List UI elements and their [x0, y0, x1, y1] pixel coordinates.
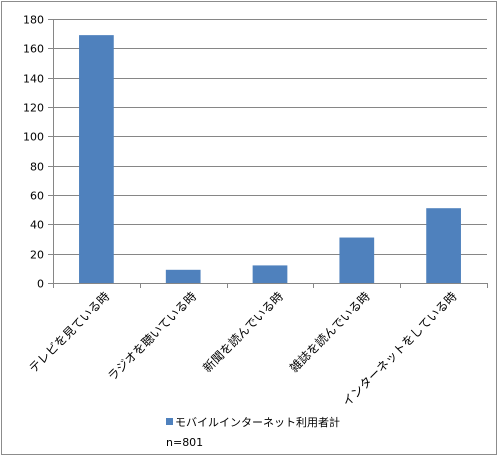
y-tick-label: 100: [23, 131, 44, 144]
y-tick-label: 120: [23, 102, 44, 115]
bar: [252, 265, 288, 283]
bar: [426, 208, 461, 283]
y-tick-label: 80: [30, 161, 44, 174]
axes: [48, 19, 488, 288]
x-category-label: 新聞を読んでいる時: [200, 289, 287, 376]
x-category-label: テレビを見ている時: [26, 289, 112, 375]
x-category-label: ラジオを聴いている時: [105, 289, 199, 383]
legend-series-label: モバイルインターネット利用者計: [175, 415, 340, 429]
y-tick-label: 180: [23, 14, 44, 27]
y-tick-label: 160: [23, 43, 44, 56]
bar: [339, 237, 375, 283]
y-tick-label: 0: [37, 278, 44, 291]
y-tick-label: 40: [30, 219, 44, 232]
legend-swatch: [166, 418, 173, 425]
gridlines: [53, 19, 487, 255]
bars: [79, 35, 461, 284]
y-tick-label: 20: [30, 249, 44, 262]
y-tick-label: 140: [23, 73, 44, 86]
y-tick-label: 60: [30, 190, 44, 203]
legend: モバイルインターネット利用者計 n=801: [166, 415, 340, 449]
x-category-label: 雑誌を読んでいる時: [286, 289, 373, 376]
bar: [165, 269, 201, 283]
bar: [79, 35, 114, 284]
y-tick-labels: 0 20 40 60 80 100 120 140 160 180: [23, 14, 44, 291]
sample-size-note: n=801: [166, 436, 203, 449]
